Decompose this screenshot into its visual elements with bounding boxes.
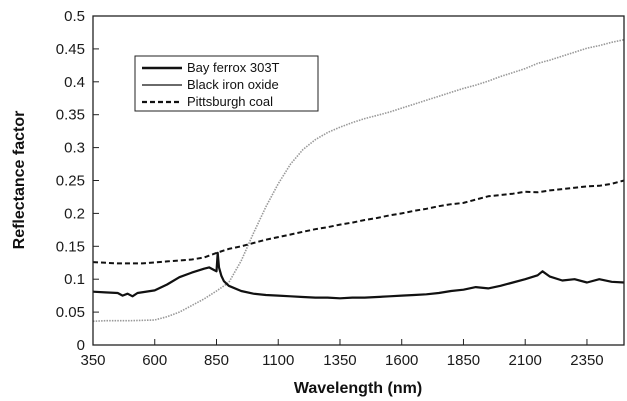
y-tick-label: 0.3 <box>64 140 85 157</box>
y-tick-label: 0.4 <box>64 74 85 91</box>
x-tick-label: 1850 <box>447 352 480 369</box>
y-tick-label: 0.05 <box>56 304 85 321</box>
y-tick-label: 0.15 <box>56 238 85 255</box>
y-tick-label: 0.45 <box>56 41 85 58</box>
x-axis: 350 600 850 1100 1350 1600 1850 2100 2350 <box>80 339 604 369</box>
y-tick-label: 0.2 <box>64 205 85 222</box>
legend: Bay ferrox 303T Black iron oxide Pittsbu… <box>134 55 319 112</box>
series-line-bay-ferrox-303t <box>92 251 625 300</box>
legend-label-black-iron-oxide: Black iron oxide <box>187 77 279 92</box>
x-tick-label: 1600 <box>385 352 418 369</box>
x-tick-label: 350 <box>80 352 105 369</box>
series-line-pittsburgh-coal <box>92 179 625 265</box>
y-axis-title: Reflectance factor <box>11 111 28 250</box>
x-tick-label: 2100 <box>509 352 542 369</box>
y-tick-label: 0.25 <box>56 173 85 190</box>
x-tick-label: 600 <box>142 352 167 369</box>
y-tick-label: 0.1 <box>64 271 85 288</box>
y-tick-label: 0 <box>77 337 85 354</box>
series-line-black-iron-oxide <box>92 38 625 323</box>
legend-label-pittsburgh-coal: Pittsburgh coal <box>187 94 273 109</box>
x-tick-label: 1100 <box>262 352 294 369</box>
x-axis-title: Wavelength (nm) <box>294 380 422 397</box>
x-tick-label: 1350 <box>323 352 356 369</box>
x-tick-label: 2350 <box>570 352 603 369</box>
y-tick-label: 0.5 <box>64 8 85 25</box>
series-layer <box>92 38 625 323</box>
y-tick-label: 0.35 <box>56 107 85 124</box>
legend-box <box>134 55 319 112</box>
legend-label-bay-ferrox: Bay ferrox 303T <box>187 60 280 75</box>
x-tick-label: 850 <box>204 352 229 369</box>
y-axis: 0 0.05 0.1 0.15 0.2 0.25 0.3 0.35 0.4 0.45 0.5 <box>56 8 99 354</box>
